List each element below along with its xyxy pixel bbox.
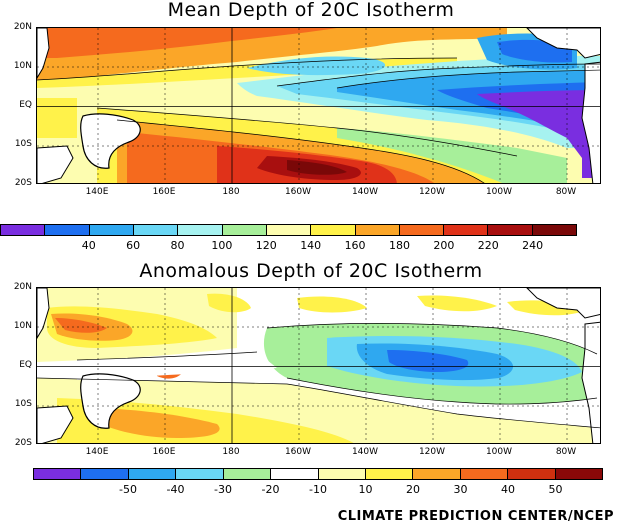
- colorbar-label: 240: [522, 239, 544, 252]
- colorbar-segment: [355, 225, 400, 235]
- colorbar-segment: [128, 469, 177, 479]
- colorbar-label: -40: [166, 483, 185, 496]
- lon-label: 140W: [351, 187, 379, 197]
- colorbar-segment: [365, 469, 414, 479]
- lon-label: 80W: [555, 447, 577, 457]
- mean-depth-map: [36, 27, 601, 184]
- colorbar-label: 160: [344, 239, 366, 252]
- colorbar-segment: [444, 225, 489, 235]
- colorbar-segment: [413, 469, 461, 479]
- lon-label: 140E: [85, 447, 109, 457]
- credit-text: CLIMATE PREDICTION CENTER/NCEP: [337, 509, 614, 524]
- lat-label: 10N: [13, 321, 32, 331]
- lon-label: 80W: [555, 187, 577, 197]
- colorbar-segment: [488, 225, 533, 235]
- lon-label: 180: [222, 187, 240, 197]
- anomalous-depth-contours: [37, 288, 600, 443]
- colorbar-label: 140: [300, 239, 322, 252]
- colorbar-segment: [271, 469, 319, 479]
- colorbar-segment: [178, 225, 223, 235]
- colorbar-label: 180: [388, 239, 410, 252]
- colorbar-label: 80: [170, 239, 185, 252]
- colorbar-segment: [532, 225, 577, 235]
- colorbar-label: -50: [119, 483, 137, 496]
- colorbar-segment: [223, 469, 272, 479]
- lon-label: 100W: [485, 447, 513, 457]
- colorbar-segment: [318, 469, 366, 479]
- lon-label: 140W: [351, 447, 379, 457]
- lat-label: 20N: [13, 22, 32, 32]
- colorbar-label: 20: [406, 483, 420, 496]
- lon-label: 120W: [418, 447, 446, 457]
- lon-label: 160E: [152, 447, 176, 457]
- colorbar-label: 40: [501, 483, 515, 496]
- colorbar-label: 100: [211, 239, 233, 252]
- lat-label: 20S: [14, 438, 32, 448]
- colorbar-segment: [81, 469, 129, 479]
- colorbar-segment: [133, 225, 179, 235]
- lat-label: 10S: [14, 139, 32, 149]
- lon-label: 160W: [284, 447, 312, 457]
- colorbar-label: 40: [81, 239, 96, 252]
- mean-depth-colorbar: [0, 224, 577, 236]
- lat-label: 10N: [13, 61, 32, 71]
- colorbar-label: 50: [548, 483, 563, 496]
- colorbar-segment: [45, 225, 90, 235]
- colorbar-label: 200: [433, 239, 455, 252]
- colorbar-segment: [508, 469, 556, 479]
- colorbar-label: 120: [255, 239, 277, 252]
- anomalous-depth-colorbar: [33, 468, 603, 480]
- colorbar-label: -10: [309, 483, 327, 496]
- colorbar-segment: [89, 225, 134, 235]
- colorbar-segment: [34, 469, 82, 479]
- mean-depth-contours: [37, 28, 600, 183]
- colorbar-segment: [176, 469, 224, 479]
- lat-label: 20S: [14, 178, 32, 188]
- colorbar-segment: [460, 469, 509, 479]
- colorbar-segment: [222, 225, 267, 235]
- lon-label: 160E: [152, 187, 176, 197]
- colorbar-segment: [266, 225, 312, 235]
- colorbar-segment: [555, 469, 603, 479]
- anomalous-depth-map: [36, 287, 601, 444]
- lat-label: EQ: [19, 100, 32, 110]
- lon-label: 100W: [485, 187, 513, 197]
- colorbar-label: -30: [214, 483, 232, 496]
- colorbar-label: 60: [126, 239, 141, 252]
- colorbar-segment: [399, 225, 445, 235]
- mean-depth-title: Mean Depth of 20C Isotherm: [167, 0, 455, 21]
- colorbar-label: 10: [358, 483, 373, 496]
- lat-label: 20N: [13, 282, 32, 292]
- colorbar-label: -20: [261, 483, 280, 496]
- lon-label: 160W: [284, 187, 312, 197]
- colorbar-segment: [1, 225, 46, 235]
- anomalous-depth-title: Anomalous Depth of 20C Isotherm: [139, 260, 483, 282]
- lon-label: 180: [222, 447, 240, 457]
- lon-label: 140E: [85, 187, 109, 197]
- colorbar-label: 30: [453, 483, 468, 496]
- lon-label: 120W: [418, 187, 446, 197]
- lat-label: EQ: [19, 360, 32, 370]
- lat-label: 10S: [14, 399, 32, 409]
- colorbar-segment: [311, 225, 356, 235]
- colorbar-label: 220: [477, 239, 499, 252]
